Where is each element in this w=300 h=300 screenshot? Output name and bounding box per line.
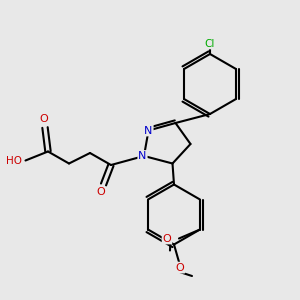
Text: N: N <box>144 125 153 136</box>
Text: N: N <box>138 151 147 161</box>
Text: O: O <box>96 187 105 197</box>
Text: O: O <box>163 233 171 244</box>
Text: HO: HO <box>6 155 22 166</box>
Text: O: O <box>176 262 184 273</box>
Text: O: O <box>39 114 48 124</box>
Text: Cl: Cl <box>205 38 215 49</box>
